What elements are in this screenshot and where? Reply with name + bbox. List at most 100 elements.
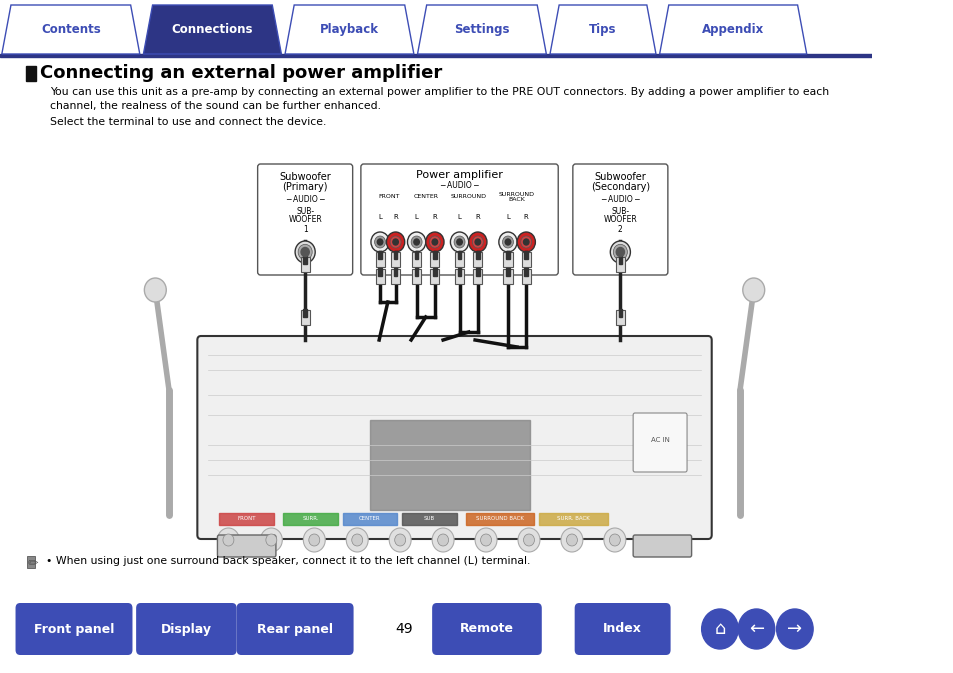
- Circle shape: [610, 241, 630, 263]
- Bar: [415, 268, 418, 276]
- Circle shape: [303, 528, 325, 552]
- Bar: [503, 252, 512, 267]
- Circle shape: [498, 232, 517, 252]
- Bar: [391, 252, 399, 267]
- FancyBboxPatch shape: [217, 535, 275, 557]
- Text: Front panel: Front panel: [33, 623, 114, 635]
- FancyBboxPatch shape: [257, 164, 353, 275]
- Circle shape: [520, 236, 531, 248]
- Text: 49: 49: [395, 622, 413, 636]
- Text: ✏: ✏: [28, 557, 38, 570]
- FancyBboxPatch shape: [236, 603, 354, 655]
- Text: ─ AUDIO ─: ─ AUDIO ─: [286, 195, 324, 205]
- FancyBboxPatch shape: [574, 603, 670, 655]
- Text: SURR. BACK: SURR. BACK: [557, 516, 589, 522]
- Bar: [503, 269, 512, 284]
- Text: Appendix: Appendix: [701, 23, 763, 36]
- Bar: [615, 310, 624, 325]
- Text: ⌂: ⌂: [714, 620, 725, 638]
- Text: →: →: [786, 620, 801, 638]
- Text: SURR.: SURR.: [302, 516, 318, 522]
- Circle shape: [566, 534, 577, 546]
- Circle shape: [294, 241, 314, 263]
- Text: CENTER: CENTER: [413, 194, 437, 199]
- Circle shape: [475, 528, 497, 552]
- Circle shape: [475, 239, 480, 245]
- Polygon shape: [550, 5, 656, 54]
- Circle shape: [429, 236, 440, 248]
- Text: SURROUND BACK: SURROUND BACK: [476, 516, 523, 522]
- Text: You can use this unit as a pre-amp by connecting an external power amplifier to : You can use this unit as a pre-amp by co…: [51, 87, 828, 97]
- Text: ─ AUDIO ─: ─ AUDIO ─: [439, 182, 478, 190]
- Bar: [473, 269, 482, 284]
- Text: SUB-: SUB-: [611, 207, 629, 215]
- Text: R: R: [475, 214, 479, 220]
- Bar: [618, 309, 621, 317]
- Circle shape: [603, 528, 625, 552]
- Text: L: L: [505, 214, 510, 220]
- FancyBboxPatch shape: [572, 164, 667, 275]
- Circle shape: [742, 278, 764, 302]
- Circle shape: [386, 232, 404, 252]
- Bar: [465, 513, 534, 525]
- Bar: [401, 513, 456, 525]
- Text: Index: Index: [602, 623, 641, 635]
- Bar: [476, 268, 479, 276]
- Circle shape: [456, 239, 462, 245]
- Circle shape: [260, 528, 282, 552]
- Text: AC IN: AC IN: [651, 437, 669, 443]
- Bar: [433, 251, 436, 259]
- Circle shape: [411, 236, 421, 248]
- Bar: [430, 269, 439, 284]
- Circle shape: [346, 528, 368, 552]
- Bar: [26, 66, 35, 81]
- Circle shape: [517, 528, 539, 552]
- Circle shape: [389, 528, 411, 552]
- Bar: [524, 268, 528, 276]
- Circle shape: [371, 232, 389, 252]
- Circle shape: [700, 609, 738, 649]
- Circle shape: [616, 248, 624, 256]
- Circle shape: [352, 534, 362, 546]
- Bar: [538, 513, 607, 525]
- Bar: [377, 251, 381, 259]
- Text: CENTER: CENTER: [359, 516, 380, 522]
- Text: • When using just one surround back speaker, connect it to the left channel (L) : • When using just one surround back spea…: [46, 556, 530, 566]
- FancyBboxPatch shape: [15, 603, 132, 655]
- Circle shape: [144, 278, 166, 302]
- Text: Remote: Remote: [459, 623, 514, 635]
- Circle shape: [223, 534, 233, 546]
- Circle shape: [301, 248, 309, 256]
- Bar: [430, 252, 439, 267]
- Circle shape: [609, 534, 619, 546]
- Bar: [473, 252, 482, 267]
- Text: SURROUND
BACK: SURROUND BACK: [498, 192, 535, 202]
- Bar: [506, 251, 509, 259]
- Bar: [300, 310, 310, 325]
- Polygon shape: [659, 5, 806, 54]
- Circle shape: [395, 534, 405, 546]
- Circle shape: [613, 244, 627, 260]
- Bar: [412, 269, 420, 284]
- Circle shape: [432, 528, 454, 552]
- Text: WOOFER: WOOFER: [603, 215, 637, 225]
- Polygon shape: [28, 556, 34, 568]
- Circle shape: [377, 239, 382, 245]
- Circle shape: [266, 534, 276, 546]
- Text: ─ AUDIO ─: ─ AUDIO ─: [600, 195, 639, 205]
- Text: Display: Display: [161, 623, 212, 635]
- Bar: [455, 269, 464, 284]
- Bar: [375, 269, 384, 284]
- Circle shape: [523, 239, 528, 245]
- Bar: [615, 257, 624, 272]
- Polygon shape: [417, 5, 546, 54]
- Text: L: L: [457, 214, 461, 220]
- FancyBboxPatch shape: [432, 603, 541, 655]
- Circle shape: [517, 232, 535, 252]
- Text: Contents: Contents: [41, 23, 101, 36]
- Text: Select the terminal to use and connect the device.: Select the terminal to use and connect t…: [51, 117, 326, 127]
- Bar: [391, 269, 399, 284]
- Circle shape: [502, 236, 513, 248]
- Polygon shape: [2, 5, 140, 54]
- Circle shape: [776, 609, 812, 649]
